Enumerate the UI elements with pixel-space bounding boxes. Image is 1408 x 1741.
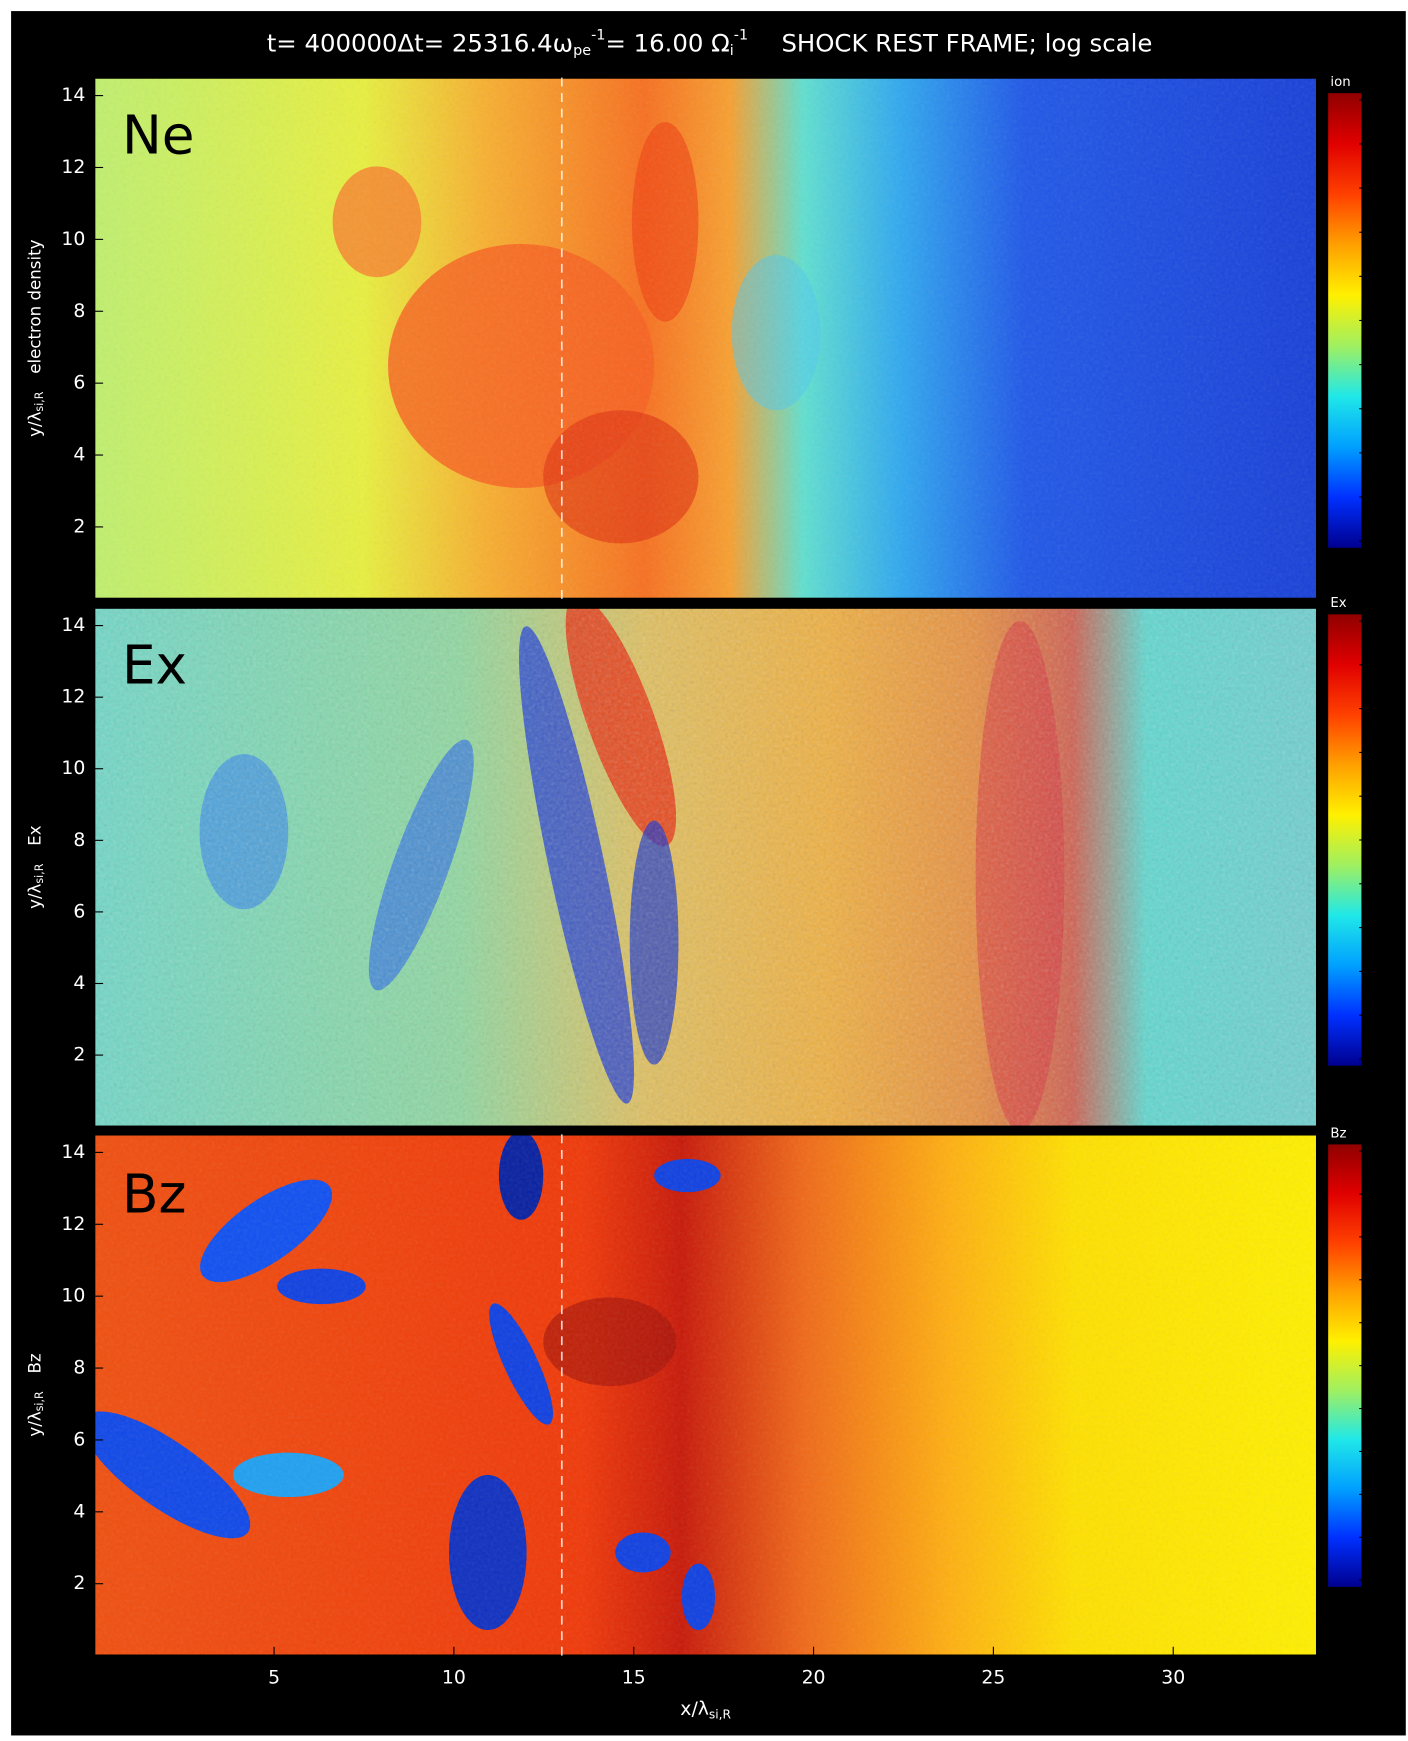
colorbar (1328, 1144, 1361, 1586)
colorbar-tick-label: 0.3 (1365, 401, 1388, 417)
colorbar-tick-label: 2.4 (1365, 1143, 1388, 1159)
y-tick-label: 12 (61, 687, 85, 708)
y-tick-label: 2 (73, 516, 85, 537)
colorbar-tick-label: -2.0 (1365, 1007, 1393, 1023)
colorbar-tick-label: -1.0 (1365, 920, 1393, 936)
colorbar-tick-label: -0.5 (1365, 1401, 1393, 1417)
colorbar-tick-label: -1.5 (1365, 963, 1393, 979)
y-label-sub: si,R (33, 1391, 46, 1411)
x-tick-label: 30 (1161, 1667, 1185, 1688)
colorbar-tick-label: -1.0 (1365, 1443, 1393, 1459)
y-tick-label: 10 (61, 1286, 85, 1307)
y-tick-label: 6 (73, 1429, 85, 1450)
colorbar-tick-label: -0.1 (1365, 533, 1393, 549)
colorbar-tick-label: 2.0 (1365, 657, 1388, 673)
x-tick-label: 20 (802, 1667, 826, 1688)
colorbar-tick-label: -1.9 (1365, 1529, 1393, 1545)
y-label-text: y/λ (25, 411, 44, 436)
y-tick-label: 12 (61, 1214, 85, 1235)
colorbar-tick-label: 0.0 (1365, 489, 1388, 505)
y-tick-label: 4 (73, 445, 85, 466)
y-label-text: y/λ (25, 883, 44, 908)
x-tick-label: 10 (442, 1667, 466, 1688)
colorbar (1328, 93, 1361, 548)
colorbar-tick-label: 0.6 (1365, 268, 1388, 284)
panel-label: Ne (122, 104, 195, 166)
title-sup: -1 (591, 27, 605, 43)
y-label-name: Ex (25, 825, 44, 846)
colorbar-tick-label: -2.5 (1365, 1051, 1393, 1067)
y-label-sub: si,R (33, 391, 46, 411)
y-tick-label: 2 (73, 1573, 85, 1594)
colorbar-tick-label: 1.4 (1365, 1229, 1388, 1245)
y-label-sub: si,R (33, 863, 46, 883)
y-label-name: Bz (25, 1353, 44, 1373)
colorbar-tick-label: -2.4 (1365, 1572, 1393, 1588)
colorbar-tick-label: 1.0 (1365, 1272, 1388, 1288)
y-label-name: electron density (25, 239, 44, 373)
colorbar (1328, 614, 1361, 1065)
colorbar-tick-label: 1.0 (1365, 744, 1388, 760)
colorbar-title: Ex (1330, 596, 1346, 611)
x-tick-label: 25 (981, 1667, 1005, 1688)
x-tick-label: 15 (622, 1667, 646, 1688)
colorbar-tick-label: 0.5 (1365, 1315, 1388, 1331)
x-label-text: x/λ (680, 1698, 709, 1719)
colorbar-tick-label: 0.0 (1365, 832, 1388, 848)
title-sub: pe (573, 43, 591, 59)
colorbar-tick-label: 0.5 (1365, 788, 1388, 804)
y-tick-label: 10 (61, 229, 85, 250)
y-tick-label: 6 (73, 901, 85, 922)
colorbar-tick-label: 1.9 (1365, 1186, 1388, 1202)
page: {"figure":{"title_parts":["t= 400000Δt= … (0, 0, 1408, 1741)
colorbar-tick-label: 1.0 (1365, 136, 1388, 152)
colorbar-tick-label: 0.4 (1365, 357, 1388, 373)
colorbar-tick-label: 1.5 (1365, 701, 1388, 717)
x-label-sub: si,R (709, 1707, 732, 1721)
colorbar-tick-label: -0.5 (1365, 876, 1393, 892)
colorbar-tick-label: 1.1 (1365, 92, 1388, 108)
colorbar-tick-label: 0.7 (1365, 224, 1388, 240)
colorbar-tick-label: 0.5 (1365, 312, 1388, 328)
colorbar-tick-label: 0.9 (1365, 180, 1388, 196)
colorbar-title: ion (1330, 75, 1350, 90)
y-tick-label: 4 (73, 1501, 85, 1522)
colorbar-tick-label: 0.1 (1365, 445, 1388, 461)
y-tick-label: 8 (73, 830, 85, 851)
y-tick-label: 14 (61, 615, 85, 636)
title-sub: i (730, 43, 734, 59)
y-label-text: y/λ (25, 1411, 44, 1436)
y-tick-label: 4 (73, 973, 85, 994)
y-tick-label: 14 (61, 1142, 85, 1163)
y-tick-label: 12 (61, 157, 85, 178)
title-sup: -1 (734, 27, 748, 43)
y-tick-label: 8 (73, 1358, 85, 1379)
colorbar-title: Bz (1330, 1126, 1346, 1141)
heatmap-image (94, 584, 1317, 1131)
title-part: SHOCK REST FRAME; log scale (781, 28, 1152, 57)
y-tick-label: 6 (73, 373, 85, 394)
y-tick-label: 14 (61, 85, 85, 106)
title-part: = 16.00 Ω (605, 28, 729, 57)
heatmap-image (65, 1131, 1317, 1656)
colorbar-tick-label: -1.44 (1365, 1486, 1402, 1502)
panel-label: Bz (122, 1163, 186, 1225)
title-part: t= 400000Δt= 25316.4ω (267, 28, 573, 57)
colorbar-tick-label: 2.5 (1365, 613, 1388, 629)
panel-label: Ex (122, 634, 187, 696)
y-tick-label: 8 (73, 301, 85, 322)
heatmap-image (94, 78, 1317, 599)
x-tick-label: 5 (268, 1667, 280, 1688)
colorbar-tick-label: 0.0 (1365, 1358, 1388, 1374)
y-tick-label: 10 (61, 758, 85, 779)
y-tick-label: 2 (73, 1045, 85, 1066)
figure: t= 400000Δt= 25316.4ωpe-1= 16.00 Ωi-1SHO… (0, 0, 1408, 1741)
